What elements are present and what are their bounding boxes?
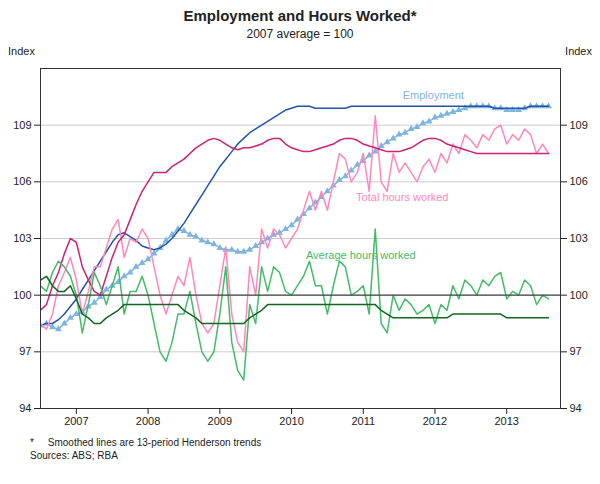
svg-text:97: 97	[570, 345, 582, 357]
svg-text:2010: 2010	[279, 415, 303, 427]
svg-text:103: 103	[13, 232, 31, 244]
svg-text:97: 97	[19, 345, 31, 357]
html-text:2007 average = 100: 2007 average = 100	[246, 27, 354, 41]
svg-text:103: 103	[570, 232, 588, 244]
svg-text:109: 109	[570, 119, 588, 131]
svg-text:Average hours worked: Average hours worked	[306, 249, 416, 261]
svg-text:106: 106	[13, 175, 31, 187]
svg-text:2009: 2009	[208, 415, 232, 427]
html-text:Index: Index	[565, 45, 592, 57]
svg-text:Total hours worked: Total hours worked	[356, 191, 448, 203]
svg-text:2008: 2008	[136, 415, 160, 427]
svg-text:2011: 2011	[351, 415, 375, 427]
svg-text:94: 94	[570, 402, 582, 414]
svg-text:109: 109	[13, 119, 31, 131]
html-text:Index: Index	[8, 45, 35, 57]
svg-text:2013: 2013	[494, 415, 518, 427]
svg-text:Employment: Employment	[403, 89, 464, 101]
svg-text:2012: 2012	[423, 415, 447, 427]
svg-text:100: 100	[13, 289, 31, 301]
html-text:* Smoothed lines are 13-period: * Smoothed lines are 13-period Henderson…	[30, 437, 262, 448]
svg-text:2007: 2007	[64, 415, 88, 427]
svg-text:100: 100	[570, 289, 588, 301]
html-text:Sources: ABS; RBA: Sources: ABS; RBA	[30, 450, 118, 461]
svg-text:106: 106	[570, 175, 588, 187]
svg-text:94: 94	[19, 402, 31, 414]
html-text:Employment and Hours Worked*: Employment and Hours Worked*	[183, 7, 417, 24]
